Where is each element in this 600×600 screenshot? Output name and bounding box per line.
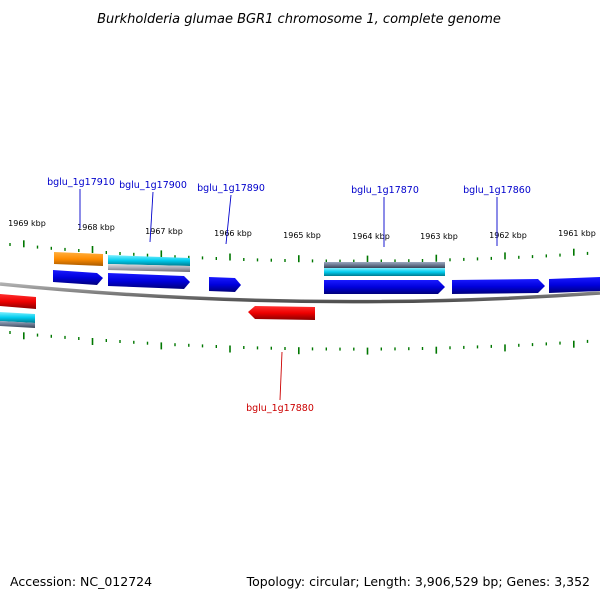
kbp-label-1964: 1964 kbp [352,232,390,241]
gene-label-leaders [79,189,498,401]
gene-arrow-bglu-1g17900[interactable] [108,273,190,289]
reverse-gene-track [0,294,315,328]
reverse-tick-ruler [9,331,589,355]
kbp-label-1963: 1963 kbp [420,232,458,241]
chromosome-backbone [0,282,600,304]
gene-label-bglu-1g17900[interactable]: bglu_1g17900 [119,180,187,191]
gene-label-bglu-1g17880[interactable]: bglu_1g17880 [246,403,314,414]
kbp-label-1965: 1965 kbp [283,231,321,240]
gene-arrow-bglu-1g17910[interactable] [53,270,103,285]
genome-title: Burkholderia glumae BGR1 chromosome 1, c… [97,12,501,27]
leader-bglu-1g17880 [279,351,283,401]
gene-arrow-bglu-1g17860[interactable] [452,279,545,294]
forward-feature-track [54,252,445,276]
slate-feature-bar[interactable] [324,262,445,268]
gene-arrow-bglu-1g17890[interactable] [209,277,241,292]
kbp-label-1969: 1969 kbp [8,219,46,228]
kbp-label-1968: 1968 kbp [77,223,115,232]
leader-bglu-1g17890 [225,194,232,245]
gene-arrow-next-forward[interactable] [549,277,600,293]
gene-arrow-bglu-1g17870[interactable] [324,280,445,294]
gene-label-bglu-1g17870[interactable]: bglu_1g17870 [351,185,419,196]
gene-labels: bglu_1g17910 bglu_1g17900 bglu_1g17890 b… [47,177,531,414]
orange-feature-bar[interactable] [54,252,103,266]
cyan-feature-bar-reverse[interactable] [0,312,35,323]
gene-label-bglu-1g17890[interactable]: bglu_1g17890 [197,183,265,194]
topology-text: Topology: circular; Length: 3,906,529 bp… [246,574,590,589]
accession-text: Accession: NC_012724 [10,574,152,589]
cyan-feature-bar[interactable] [108,255,190,266]
gene-arrow-bglu-1g17880[interactable] [248,306,315,320]
kbp-label-1962: 1962 kbp [489,231,527,240]
gene-arrow-prev-reverse[interactable] [0,294,36,309]
forward-tick-ruler [9,240,589,263]
kbp-label-1967: 1967 kbp [145,227,183,236]
gene-label-bglu-1g17910[interactable]: bglu_1g17910 [47,177,115,188]
cyan-feature-bar-2[interactable] [324,268,445,276]
gene-label-bglu-1g17860[interactable]: bglu_1g17860 [463,185,531,196]
kbp-scale-labels: 1969 kbp 1968 kbp 1967 kbp 1966 kbp 1965… [8,219,596,241]
cyan-feature-bar-reverse-lower[interactable] [0,321,35,328]
leader-bglu-1g17900 [149,191,154,243]
forward-gene-track [53,270,600,294]
kbp-label-1961: 1961 kbp [558,229,596,238]
gray-feature-bar[interactable] [108,264,190,272]
kbp-label-1966: 1966 kbp [214,229,252,238]
